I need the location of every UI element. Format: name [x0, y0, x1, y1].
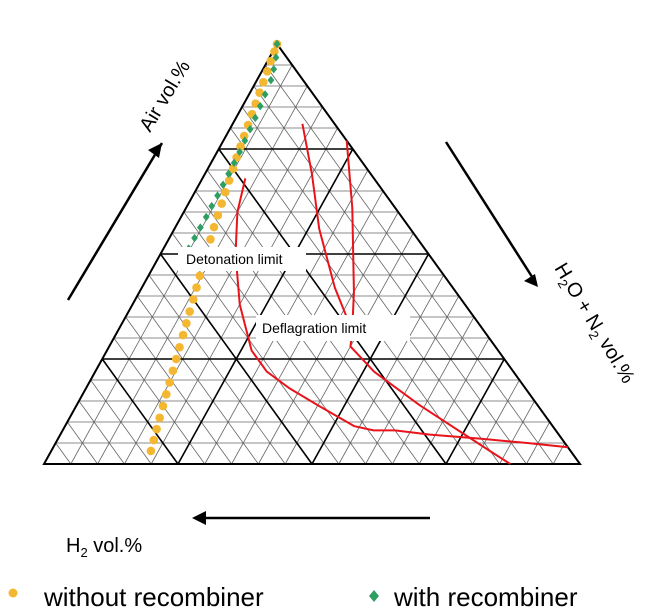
data-point-with — [214, 191, 221, 200]
steam-nitrogen-axis-label: H2O + N2 vol.% — [547, 259, 639, 389]
data-point-without — [178, 330, 188, 340]
data-point-without — [266, 56, 275, 66]
air-axis-arrow-shaft — [66, 142, 164, 301]
data-point-with — [273, 39, 281, 49]
grid-line — [66, 421, 98, 465]
grid-line — [392, 316, 475, 465]
bold-grid-line — [311, 253, 430, 465]
grid-line — [148, 274, 286, 465]
data-point-without — [209, 222, 219, 232]
grid-line — [124, 106, 323, 465]
grid-line — [78, 400, 125, 465]
data-point-without — [255, 88, 264, 98]
data-point-with — [272, 53, 280, 62]
bold-grid-line — [159, 253, 313, 465]
data-point-with — [241, 136, 249, 145]
data-point-with — [267, 75, 275, 85]
data-point-without — [221, 187, 230, 197]
grid-line — [55, 442, 72, 465]
grid-line — [125, 316, 232, 465]
data-point-with — [197, 223, 204, 232]
data-point-without — [239, 131, 249, 141]
deflagration-label-text: Deflagration limit — [262, 320, 366, 336]
bold-grid-line — [101, 358, 179, 465]
data-point-without — [168, 366, 178, 376]
steam-axis-arrow-head — [524, 274, 538, 287]
ternary-grid — [55, 64, 566, 465]
bold-grid-line — [445, 358, 505, 465]
legend-label-with: with recombiner — [393, 582, 578, 612]
data-point-with — [225, 169, 232, 178]
grid-line — [136, 295, 259, 465]
grid-line — [265, 64, 554, 465]
grid-line — [171, 232, 340, 465]
grid-line — [365, 295, 460, 465]
data-point-with — [208, 201, 216, 211]
hydrogen-axis-label: H2 vol.% — [66, 535, 142, 560]
data-point-without — [149, 435, 159, 445]
data-point-with — [246, 125, 254, 134]
grid-line — [472, 379, 520, 465]
air-axis-arrow-head — [148, 143, 162, 158]
legend-label-without: without recombiner — [43, 582, 264, 612]
data-point-with — [230, 158, 238, 168]
hydrogen-axis: H2 vol.% — [66, 511, 430, 560]
triangle-outline — [42, 42, 582, 465]
data-point-without — [171, 354, 181, 364]
detonation-label: Detonation limit — [178, 247, 306, 271]
data-point-with — [270, 65, 278, 74]
bold-grid-line — [218, 148, 447, 465]
data-point-without — [195, 271, 205, 281]
data-point-with — [202, 212, 210, 222]
data-point-with — [236, 147, 243, 157]
data-point-without — [165, 378, 174, 387]
limit-curve-detonation_upper — [345, 140, 511, 465]
data-point-without — [217, 199, 226, 208]
steam-axis-arrow-shaft — [444, 141, 538, 284]
data-point-without — [206, 235, 215, 244]
data-point-with — [261, 90, 269, 99]
data-point-without — [155, 413, 164, 423]
data-point-without — [152, 424, 161, 434]
data-point-without — [158, 401, 168, 411]
data-point-without — [185, 307, 194, 316]
grid-line — [499, 400, 535, 465]
limit-curve-detonation_lower — [301, 123, 357, 339]
data-point-without — [259, 77, 268, 87]
data-point-with — [219, 180, 227, 189]
data-point-without — [228, 164, 238, 174]
data-point-without — [188, 295, 198, 304]
bold-grid-line — [177, 148, 354, 465]
data-point-without — [192, 283, 201, 292]
grid-line — [526, 421, 551, 465]
steam-nitrogen-axis: H2O + N2 vol.% — [444, 141, 639, 389]
hydrogen-axis-arrow-head — [192, 511, 206, 525]
data-point-without — [161, 389, 171, 399]
data-point-without — [270, 47, 279, 56]
flammability-limit-curves — [234, 123, 568, 465]
air-axis: Air vol.% — [66, 56, 195, 301]
grid-line — [90, 379, 152, 465]
data-point-with — [251, 113, 259, 123]
grid-line — [241, 106, 500, 465]
data-point-with — [191, 233, 198, 243]
grid-line — [338, 274, 444, 465]
grid-line — [284, 232, 414, 465]
deflagration-label: Deflagration limit — [256, 315, 410, 341]
data-point-without — [146, 446, 156, 456]
data-point-without — [213, 211, 223, 220]
data-point-without — [175, 342, 184, 352]
limit-curve-deflagration — [234, 178, 568, 449]
detonation-label-text: Detonation limit — [186, 251, 283, 267]
data-point-with — [256, 101, 264, 111]
legend: without recombiner with recombiner — [8, 582, 578, 612]
data-point-without — [182, 319, 191, 328]
legend-marker-with — [369, 590, 379, 602]
data-point-without — [224, 176, 234, 185]
data-point-without — [262, 67, 272, 76]
air-axis-label: Air vol.% — [135, 56, 195, 135]
legend-marker-without — [8, 588, 18, 598]
data-point-without — [236, 142, 245, 151]
